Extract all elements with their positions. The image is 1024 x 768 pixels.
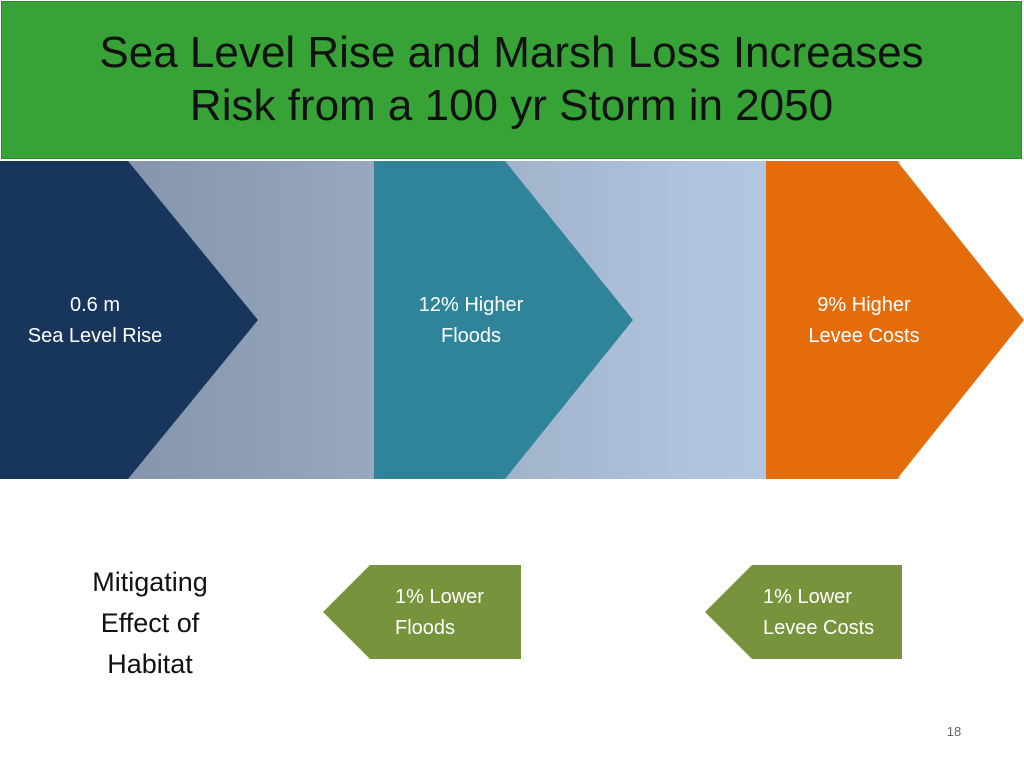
mitigation-2-label: 1% Lower Levee Costs <box>763 582 901 644</box>
mitigation-2-label-line-1: 1% Lower <box>763 586 852 608</box>
mitigating-heading-line-1: Mitigating <box>92 567 208 597</box>
step-1-label: 0.6 m Sea Level Rise <box>10 290 180 352</box>
mitigation-1-label-line-1: 1% Lower <box>395 586 484 608</box>
step-3-chevron <box>766 161 1024 479</box>
step-2-chevron <box>374 161 633 479</box>
step-2-label-line-2: Floods <box>440 325 502 347</box>
mitigation-1-label: 1% Lower Floods <box>395 582 520 644</box>
step-1-label-line-2: Sea Level Rise <box>27 325 163 347</box>
mitigation-1-arrow <box>323 565 521 659</box>
mitigating-heading-line-3: Habitat <box>107 649 193 679</box>
page-number: 18 <box>946 724 962 739</box>
step-2-label: 12% Higher Floods <box>386 290 556 352</box>
step-3-label-line-2: Levee Costs <box>808 325 920 347</box>
step-1-label-line-1: 0.6 m <box>69 294 121 316</box>
slide-title-line-2: Risk from a 100 yr Storm in 2050 <box>189 81 834 130</box>
slide-title-line-1: Sea Level Rise and Marsh Loss Increases <box>99 28 924 78</box>
step-3-label-line-1: 9% Higher <box>817 294 911 316</box>
title-banner: Sea Level Rise and Marsh Loss Increases … <box>1 1 1022 159</box>
mitigation-2-arrow <box>705 565 902 659</box>
mitigating-effect-heading: Mitigating Effect of Habitat <box>60 562 240 685</box>
mitigation-2-label-line-2: Levee Costs <box>763 617 875 639</box>
step-2-label-line-1: 12% Higher <box>418 294 524 316</box>
step-3-label: 9% Higher Levee Costs <box>779 290 949 352</box>
mitigation-1-label-line-2: Floods <box>395 617 456 639</box>
slide-title: Sea Level Rise and Marsh Loss Increases … <box>99 27 923 133</box>
mitigating-heading-line-2: Effect of <box>100 608 200 638</box>
step-1-chevron <box>0 161 258 479</box>
